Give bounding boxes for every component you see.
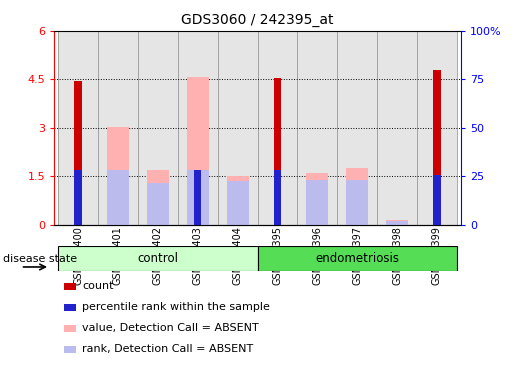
Bar: [147, 183, 169, 225]
Bar: [258, 31, 297, 225]
Bar: [138, 31, 178, 225]
Bar: [74, 81, 81, 225]
Text: endometriosis: endometriosis: [315, 252, 399, 265]
Bar: [434, 175, 441, 225]
Bar: [434, 70, 441, 225]
Bar: [274, 78, 281, 225]
Bar: [178, 31, 218, 225]
Bar: [194, 170, 201, 225]
Bar: [306, 173, 328, 225]
Bar: [346, 168, 368, 225]
Bar: [227, 176, 249, 225]
Bar: [306, 180, 328, 225]
FancyBboxPatch shape: [258, 246, 457, 271]
Bar: [147, 170, 169, 225]
Text: control: control: [138, 252, 178, 265]
Bar: [417, 31, 457, 225]
Bar: [337, 31, 377, 225]
Text: disease state: disease state: [3, 254, 77, 264]
Bar: [58, 31, 98, 225]
Bar: [274, 170, 281, 225]
Bar: [107, 127, 129, 225]
Text: count: count: [82, 281, 113, 291]
Text: value, Detection Call = ABSENT: value, Detection Call = ABSENT: [82, 323, 259, 333]
Title: GDS3060 / 242395_at: GDS3060 / 242395_at: [181, 13, 334, 27]
Bar: [74, 170, 81, 225]
Bar: [187, 77, 209, 225]
FancyBboxPatch shape: [58, 246, 258, 271]
Bar: [227, 181, 249, 225]
Bar: [187, 170, 209, 225]
Bar: [107, 170, 129, 225]
Bar: [346, 180, 368, 225]
Text: percentile rank within the sample: percentile rank within the sample: [82, 302, 270, 312]
Bar: [297, 31, 337, 225]
Bar: [386, 220, 408, 225]
Bar: [386, 222, 408, 225]
Bar: [377, 31, 417, 225]
Bar: [218, 31, 258, 225]
Bar: [98, 31, 138, 225]
Text: rank, Detection Call = ABSENT: rank, Detection Call = ABSENT: [82, 344, 253, 354]
